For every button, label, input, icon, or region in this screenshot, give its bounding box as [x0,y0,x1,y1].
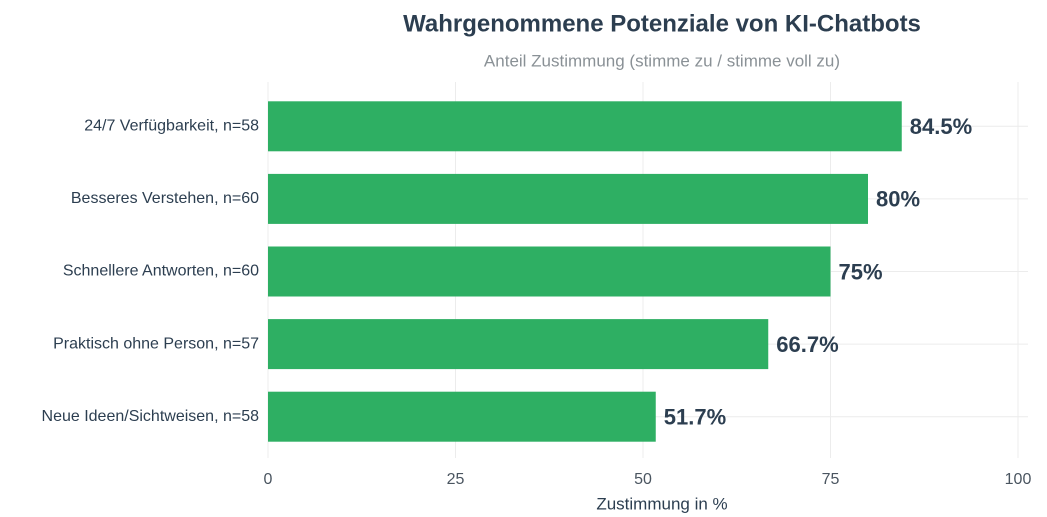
bar [268,246,831,297]
x-tick-label: 100 [1005,471,1032,488]
bar [268,319,769,370]
y-tick-label: Schnellere Antworten, n=60 [63,263,259,280]
x-tick-label: 0 [264,471,273,488]
bar [268,391,656,442]
x-tick-label: 25 [447,471,465,488]
data-label: 66.7% [776,332,838,357]
y-tick-label: Besseres Verstehen, n=60 [71,190,259,207]
data-label: 51.7% [664,405,726,430]
x-axis-title: Zustimmung in % [596,494,727,513]
y-tick-label: Praktisch ohne Person, n=57 [53,335,259,352]
x-tick-label: 75 [822,471,840,488]
data-label: 80% [876,187,920,212]
bar [268,101,902,152]
y-tick-label: Neue Ideen/Sichtweisen, n=58 [42,408,260,425]
y-tick-label: 24/7 Verfügbarkeit, n=58 [84,118,259,135]
chart-title: Wahrgenommene Potenziale von KI-Chatbots [403,10,921,37]
data-label: 84.5% [910,114,972,139]
bar [268,173,868,224]
chart-subtitle: Anteil Zustimmung (stimme zu / stimme vo… [484,51,840,70]
x-tick-label: 50 [634,471,652,488]
data-label: 75% [839,259,883,284]
